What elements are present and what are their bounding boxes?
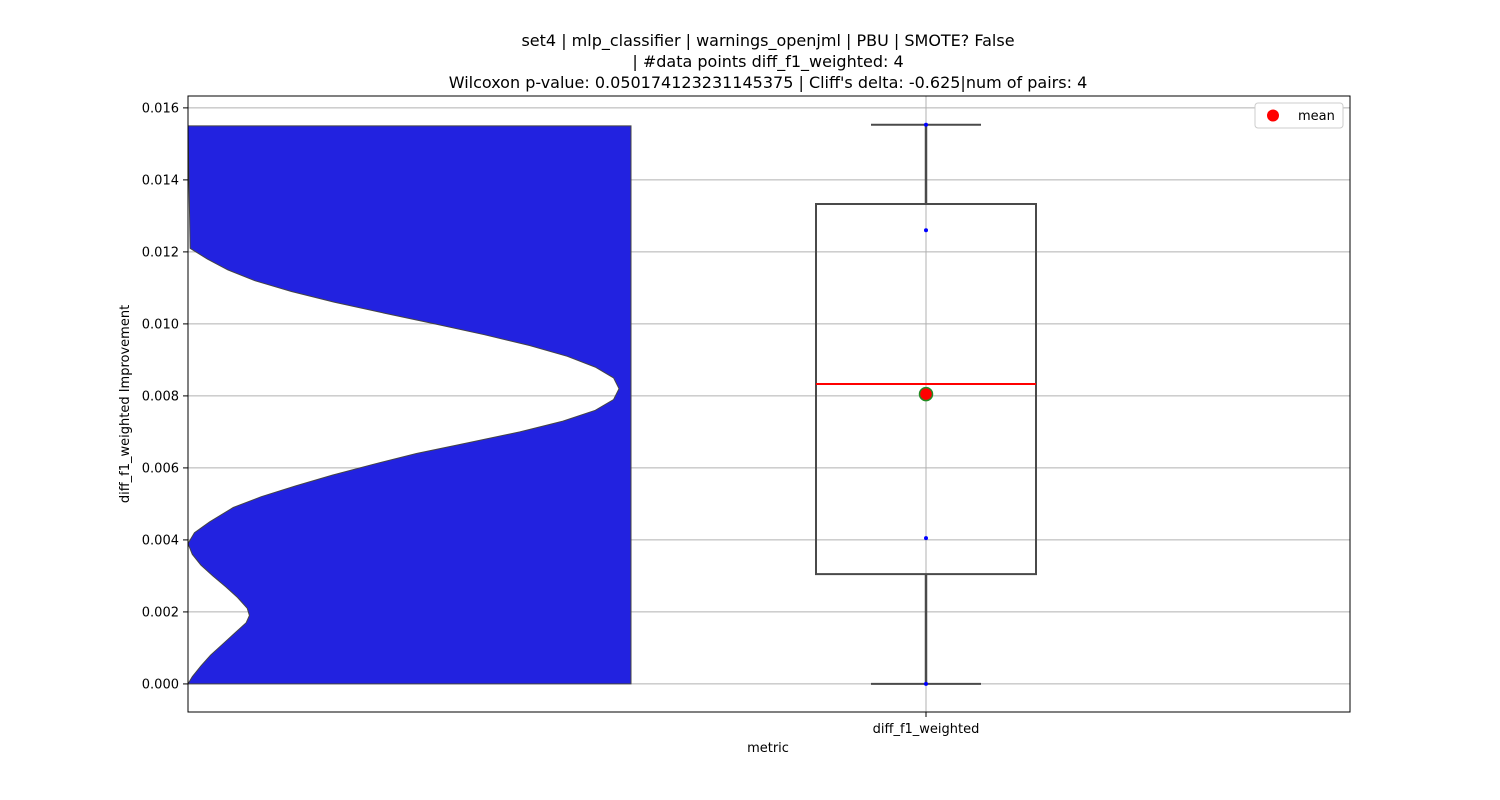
x-axis-label: metric: [747, 741, 789, 756]
legend: mean: [1254, 102, 1344, 129]
x-tick-label: diff_f1_weighted: [873, 722, 980, 737]
legend-mean-label: mean: [1298, 109, 1335, 124]
data-point: [924, 536, 928, 541]
plot-area: 0.000 0.002 0.004 0.006 0.008 0.010 0.012 0.014…: [142, 95, 1351, 737]
y-tick-label: 0.006: [142, 461, 179, 476]
y-tick-label: 0.012: [142, 245, 179, 260]
iqr-box: [815, 203, 1037, 576]
data-point: [924, 681, 928, 686]
legend-mean-marker: [1267, 109, 1279, 122]
chart-title-line-3: Wilcoxon p-value: 0.050174123231145375 |…: [449, 73, 1088, 92]
y-tick-label: 0.014: [142, 173, 179, 188]
legend-frame: [1254, 102, 1344, 129]
y-tick-label: 0.010: [142, 317, 179, 332]
y-tick-label: 0.008: [142, 389, 179, 404]
plot-frame: [187, 95, 1351, 713]
chart-title: set4 | mlp_classifier | warnings_openjml…: [449, 31, 1088, 92]
y-tick-label: 0.004: [142, 533, 179, 548]
mean-marker: [918, 386, 934, 402]
chart-title-line-2: | #data points diff_f1_weighted: 4: [632, 52, 903, 72]
chart-title-line-1: set4 | mlp_classifier | warnings_openjml…: [521, 31, 1014, 51]
data-point: [924, 122, 928, 127]
y-tick-label: 0.002: [142, 605, 179, 620]
data-point: [924, 228, 928, 233]
violin-body: [187, 125, 632, 685]
y-tick-label: 0.016: [142, 101, 179, 116]
y-axis-label: diff_f1_weighted Improvement: [118, 305, 133, 503]
y-tick-label: 0.000: [142, 677, 179, 692]
